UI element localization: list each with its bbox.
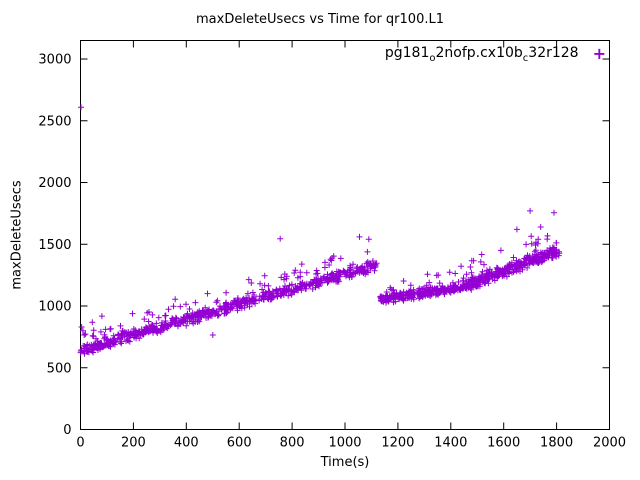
y-tick-label: 1500 [38,238,71,253]
x-tick-label: 400 [174,436,199,451]
y-tick-label: 500 [47,361,72,376]
y-tick-label: 2000 [38,176,71,191]
x-tick-label: 1800 [540,436,573,451]
plus-marker-icon: + [592,44,606,64]
x-tick-label: 2000 [593,436,626,451]
legend: pg181o2nofp.cx10bc32r128 + [385,45,606,64]
x-tick-label: 1000 [328,436,361,451]
legend-label-subscript: o [429,52,436,64]
x-tick-label: 1200 [381,436,414,451]
y-tick-label: 3000 [38,53,71,68]
legend-label-text: 32r128 [528,45,579,61]
chart-title: maxDeleteUsecs vs Time for qr100.L1 [196,12,444,27]
y-tick-label: 2500 [38,114,71,129]
legend-label-text: 2nofp.cx10b [435,45,523,61]
y-tick-label: 1000 [38,300,71,315]
scatter-points [77,104,563,357]
x-tick-label: 0 [76,436,84,451]
legend-label-subscript: c [522,52,529,64]
x-tick-label: 1600 [487,436,520,451]
x-tick-label: 200 [121,436,146,451]
legend-label-text: pg181 [384,45,430,61]
legend-series-label: pg181o2nofp.cx10bc32r128 [385,45,579,64]
x-tick-label: 800 [280,436,305,451]
x-tick-label: 600 [227,436,252,451]
y-tick-label: 0 [63,423,71,438]
plot-border [80,40,610,430]
x-axis-label: Time(s) [320,455,370,470]
x-tick-label: 1400 [434,436,467,451]
